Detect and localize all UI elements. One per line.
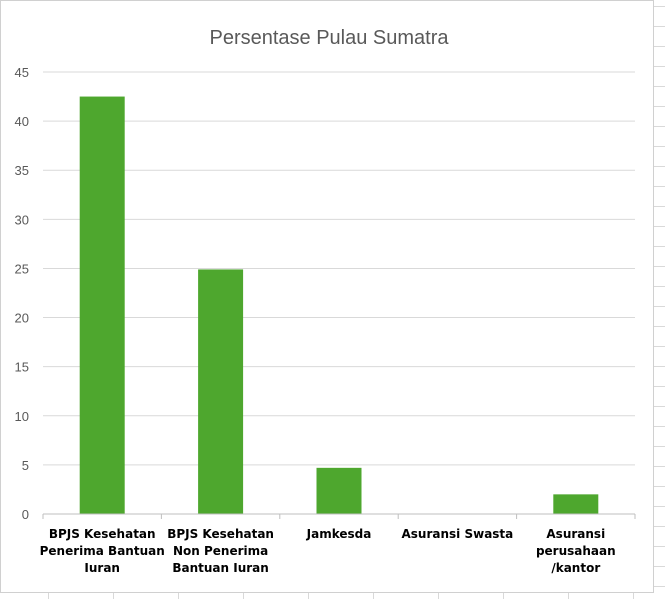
y-tick-label: 0 [22,507,29,522]
x-tick-label-line: Jamkesda [306,527,372,541]
x-tick-labels: BPJS Kesehatan Penerima Bantuan IuranBPJS … [40,527,616,575]
bars [79,96,599,515]
x-tick-label-line: Penerima Bantuan [40,544,165,558]
gridlines [43,71,635,466]
y-tick-label: 45 [15,65,29,80]
x-tick-label-line: BPJS Kesehatan [167,527,274,541]
bar[interactable] [316,467,362,514]
y-tick-label: 20 [15,311,29,326]
x-tick-label: BPJS Kesehatan Non Penerima Bantuan Iuran [167,527,274,575]
y-tick-label: 30 [15,212,29,227]
x-tick-label-line: BPJS Kesehatan [49,527,156,541]
axes [42,513,636,519]
y-tick-label: 15 [15,360,29,375]
bar[interactable] [198,269,244,514]
x-tick-label-line: perusahaan [536,544,616,558]
x-tick-label-line: /kantor [551,561,600,575]
y-tick-label: 25 [15,261,29,276]
x-tick-label: BPJS Kesehatan Penerima Bantuan Iuran [40,527,165,575]
bar-chart: Persentase Pulau Sumatra 0 5 10 15 20 25 30 35 4… [15,27,636,575]
x-tick-label: Asuransi perusahaan/kantor [536,527,616,575]
x-tick-label-line: Asuransi Swasta [402,527,514,541]
x-tick-label-line: Bantuan Iuran [172,561,268,575]
y-tick-label: 40 [15,114,29,129]
x-tick-label-line: Iuran [84,561,120,575]
y-tick-label: 35 [15,163,29,178]
bar[interactable] [553,494,599,514]
x-tick-label: Asuransi Swasta [402,527,514,541]
y-tick-label: 10 [15,409,29,424]
x-tick-label: Jamkesda [306,527,372,541]
y-tick-label: 5 [22,458,29,473]
chart-area[interactable]: Persentase Pulau Sumatra 0 5 10 15 20 25 30 35 4… [0,0,654,593]
y-tick-labels: 0 5 10 15 20 25 30 35 40 45 [15,65,29,522]
x-tick-label-line: Asuransi [546,527,605,541]
x-tick-label-line: Non Penerima [173,544,268,558]
chart-title: Persentase Pulau Sumatra [209,27,449,49]
bar[interactable] [79,96,125,515]
